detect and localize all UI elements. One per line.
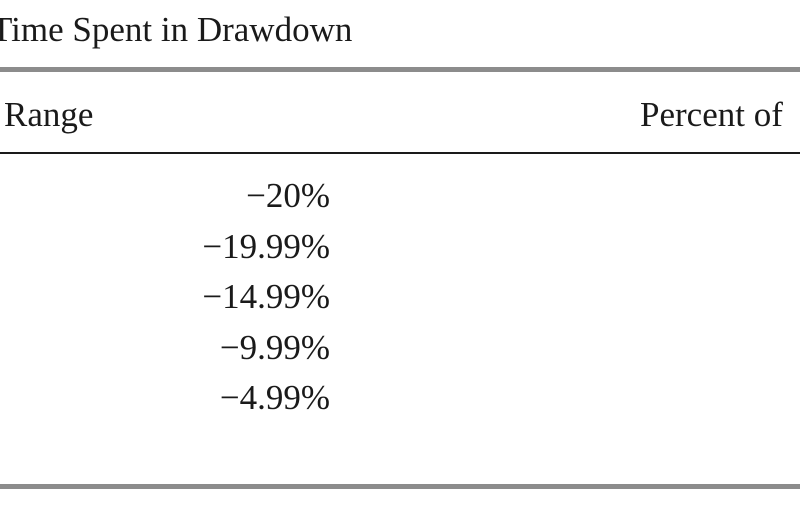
header-rule (0, 152, 800, 154)
table-title: Time Spent in Drawdown (0, 10, 353, 49)
top-rule (0, 67, 800, 72)
range-cell: −20% (246, 176, 330, 215)
range-cell: −4.99% (219, 378, 330, 417)
column-header: Range (4, 95, 94, 134)
range-cell: −19.99% (202, 226, 330, 266)
range-cell: −14.99% (202, 277, 330, 316)
column-header: Percent of (640, 95, 783, 134)
bottom-rule (0, 484, 800, 489)
range-cell: −9.99% (219, 327, 330, 367)
